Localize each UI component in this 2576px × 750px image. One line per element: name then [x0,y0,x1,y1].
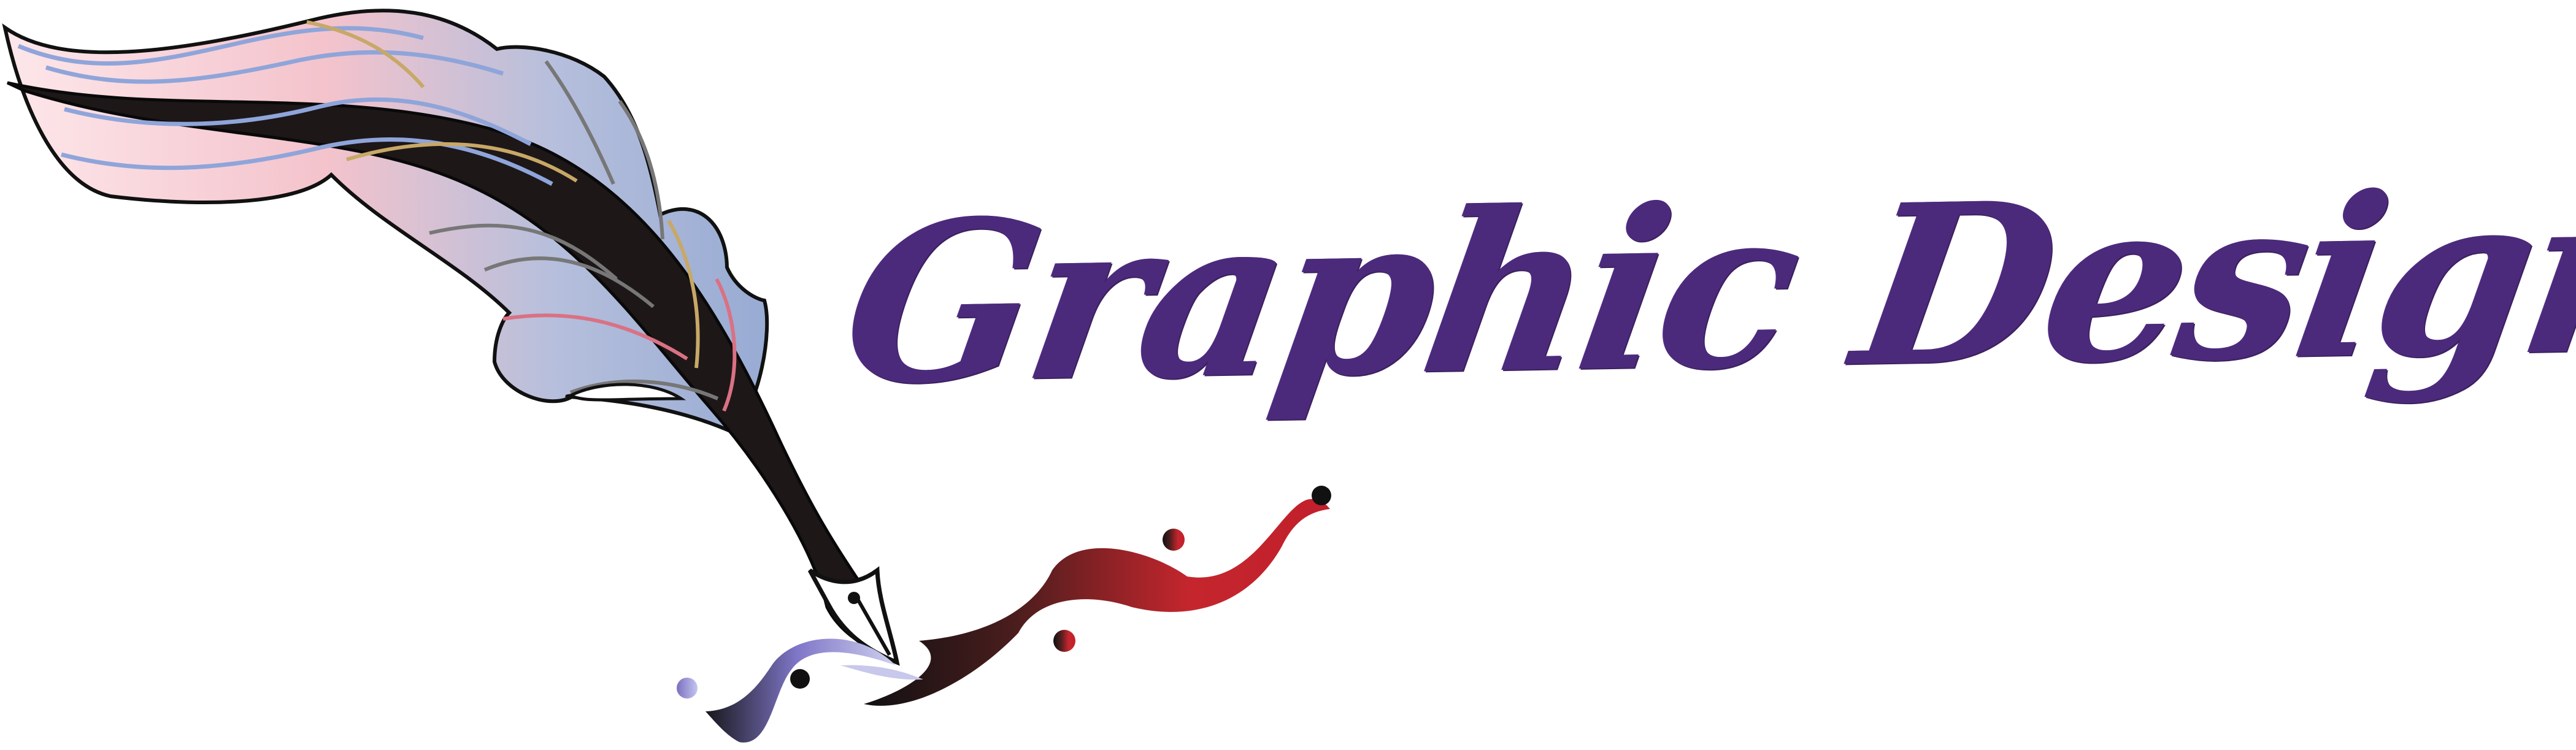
ink-dot-4 [1163,529,1185,551]
ink-dot-5 [1312,486,1331,505]
ink-violet-swirl [706,638,896,743]
feather-vein-12 [667,220,700,369]
logo-title: Graphic Designing [829,135,2576,434]
feather-vein-8 [483,256,655,308]
feather-vein-1 [17,26,424,66]
nib-shape [807,566,900,666]
ink-splash-icon [677,486,1331,743]
ink-dot-1 [677,678,698,698]
ink-dot-3 [1053,630,1075,652]
feather-lower-barb [567,383,686,402]
quill-feather-icon [2,9,897,659]
feather-vein-11 [618,100,664,240]
nib-hole [848,592,860,604]
feather-vein-3 [64,97,532,147]
ink-dot-2 [790,669,810,689]
feather-vein-4 [61,137,553,186]
feather-vein-5 [306,20,425,88]
feather-vein-7 [429,223,618,281]
feather-vein-9 [502,313,688,361]
feather-vein-10 [544,60,615,185]
ink-light-tail [840,665,923,680]
feather-body [2,9,769,435]
feather-vein-14 [569,379,719,400]
ink-red-swirl [864,499,1330,706]
feather-vein-13 [715,278,737,412]
pen-nib-icon [807,566,900,666]
feather-vein-2 [45,50,504,84]
nib-slit [853,594,891,656]
feather-vein-6 [346,142,578,183]
